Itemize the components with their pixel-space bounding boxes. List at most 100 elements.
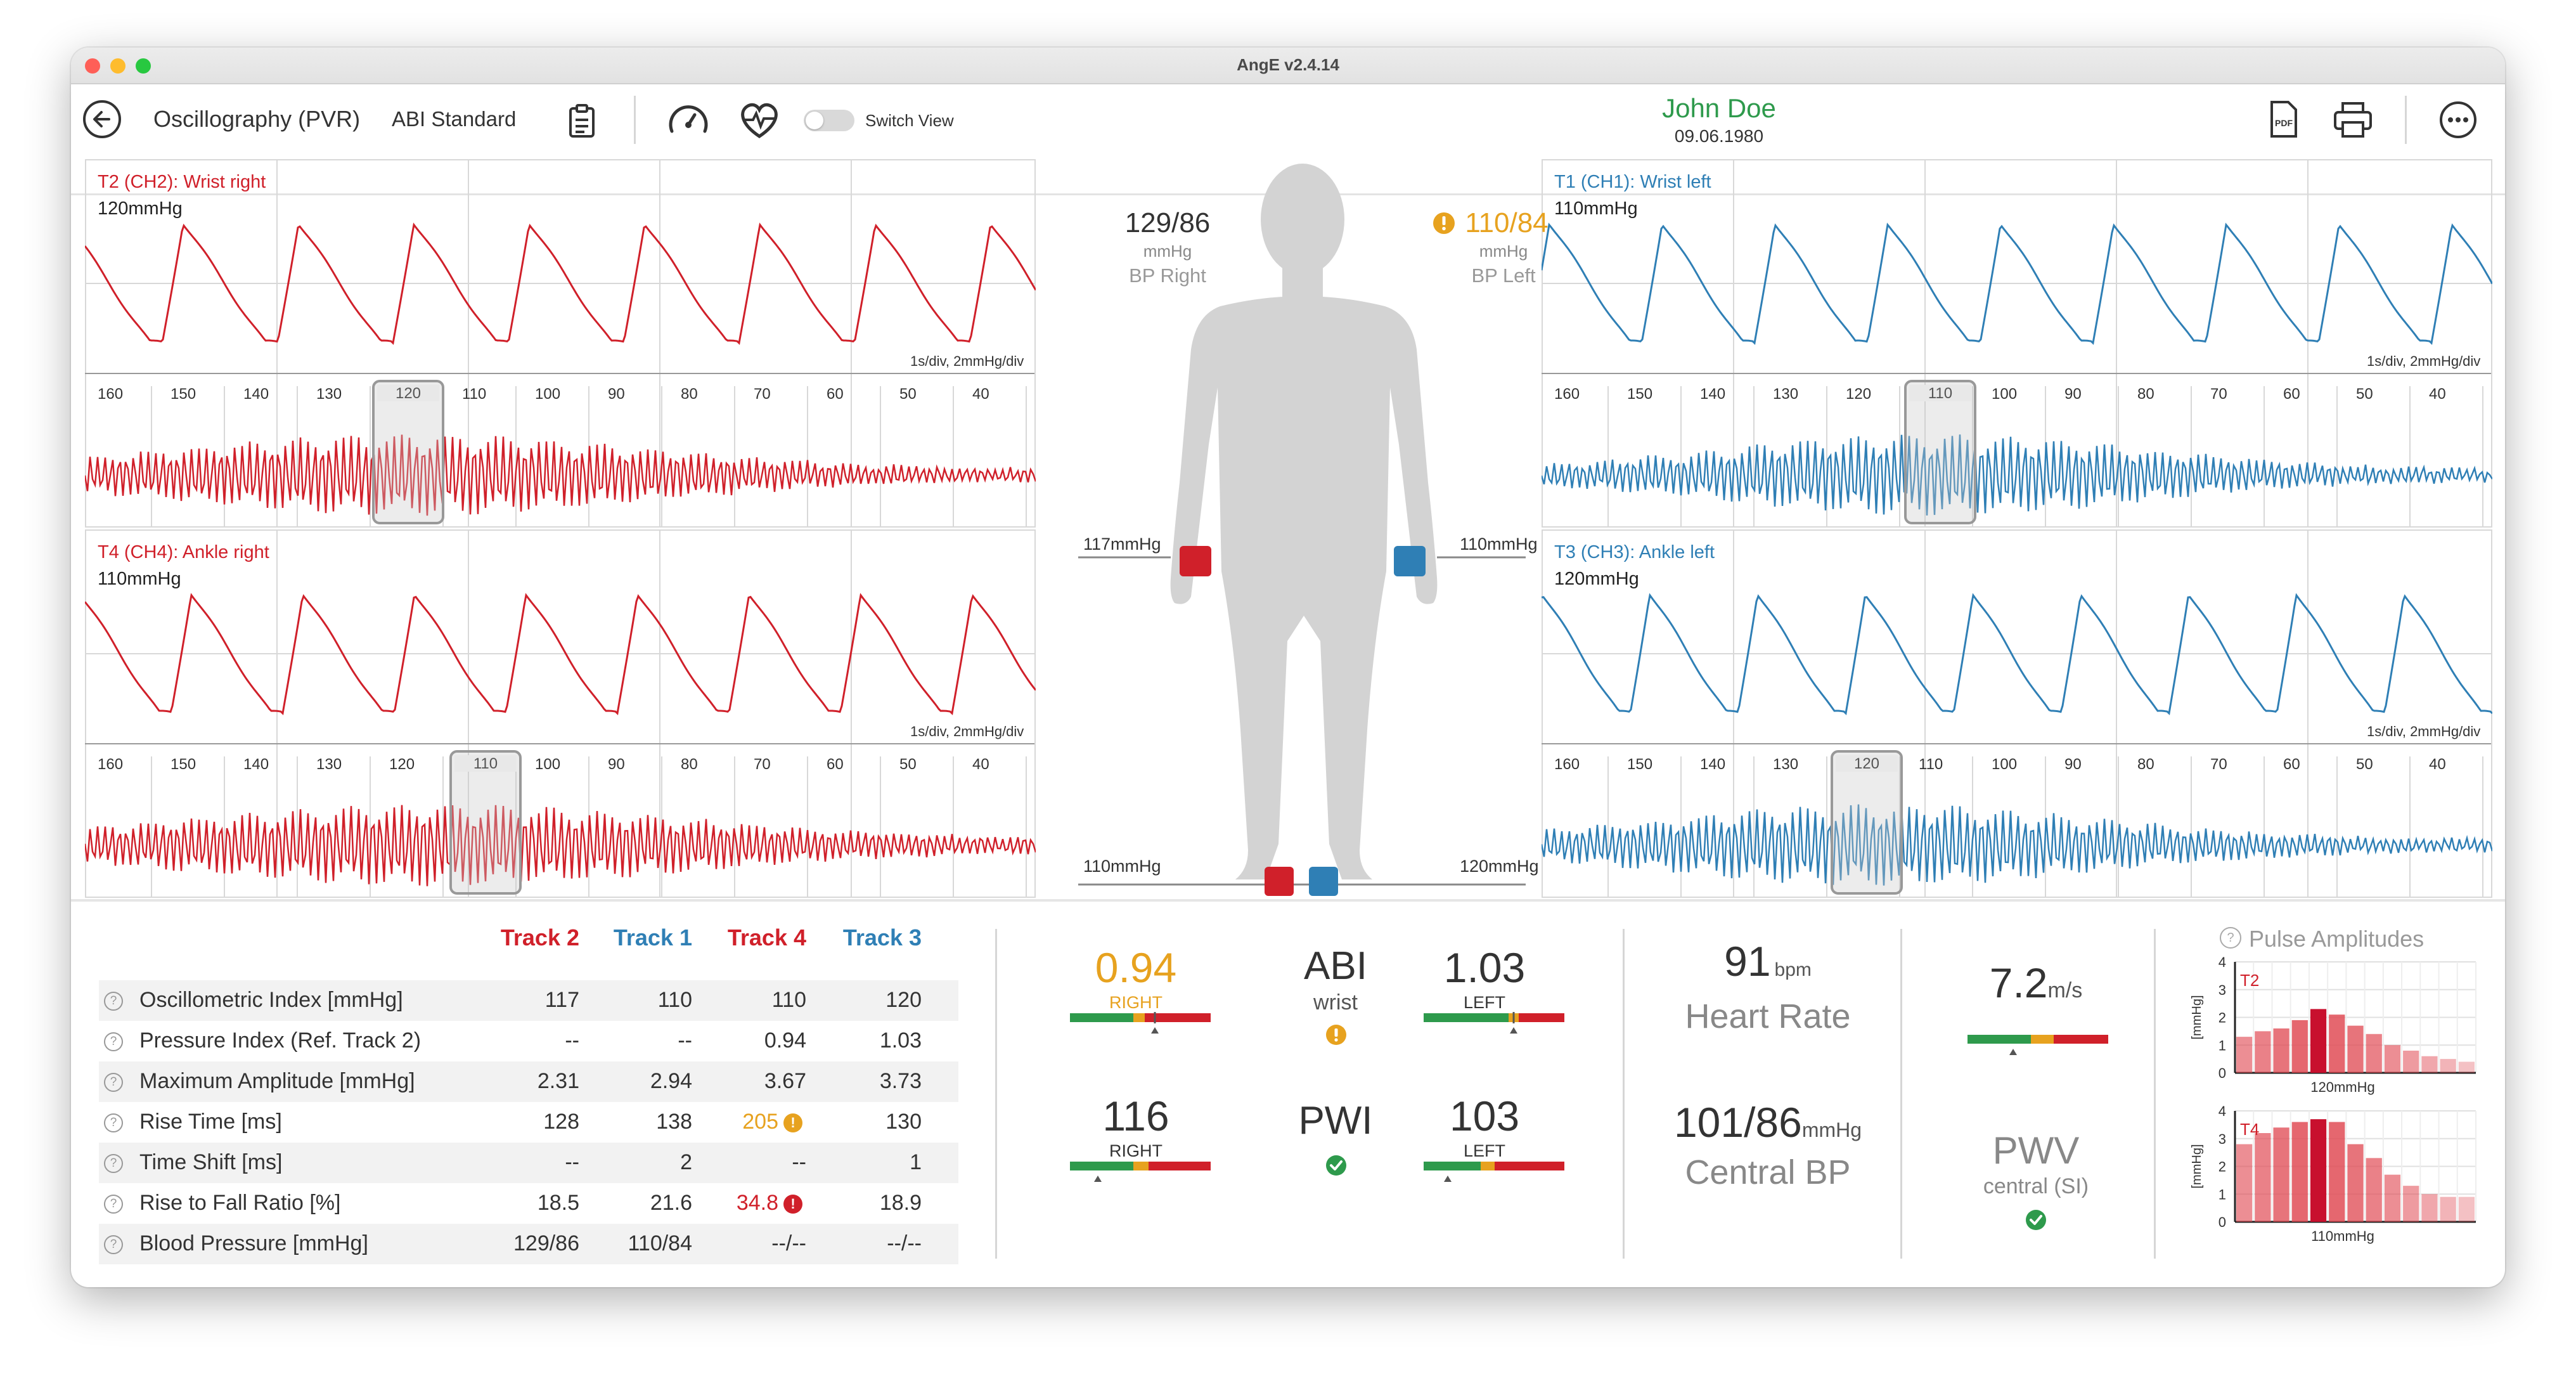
pressure-tick-label: 150 xyxy=(1627,386,1652,403)
selected-pressure-label: 120 xyxy=(1854,755,1879,772)
table-row-label: Rise to Fall Ratio [%] xyxy=(139,1191,341,1215)
pressure-tick-label: 140 xyxy=(243,756,269,773)
bp-left-unit: mmHg xyxy=(1479,242,1528,261)
speedometer-icon[interactable] xyxy=(666,100,711,140)
amplitude-bar xyxy=(2458,1061,2475,1073)
table-row-label: Blood Pressure [mmHg] xyxy=(139,1231,368,1255)
table-cell: 0.94 xyxy=(764,1028,806,1053)
waveform-plot-t2[interactable]: 160150140130120110100908070605040120 xyxy=(85,159,1036,530)
more-options-icon[interactable] xyxy=(2438,100,2478,140)
amplitude-bar xyxy=(2273,1028,2289,1073)
table-row-label: Pressure Index (Ref. Track 2) xyxy=(139,1028,422,1053)
table-cell: 205 xyxy=(742,1110,778,1134)
amplitude-bar xyxy=(2458,1196,2475,1222)
help-icon[interactable]: ? xyxy=(104,1235,123,1254)
mode-label[interactable]: Oscillography (PVR) xyxy=(153,106,361,132)
help-icon[interactable]: ? xyxy=(104,1113,123,1132)
amplitude-y-tick: 2 xyxy=(2219,1159,2226,1175)
help-icon[interactable]: ? xyxy=(104,1154,123,1173)
pressure-tick-label: 160 xyxy=(98,756,123,773)
waveform-panel-t3[interactable]: 160150140130120110100908070605040120 T3 … xyxy=(1542,529,2492,900)
pressure-tick-label: 80 xyxy=(2137,756,2154,773)
oscillogram-line xyxy=(85,805,1036,886)
amplitude-caption: 120mmHg xyxy=(2310,1079,2374,1095)
table-cell: 128 xyxy=(543,1110,579,1134)
panel-pressure-t3: 120mmHg xyxy=(1554,569,1639,589)
pressure-tick-label: 70 xyxy=(2210,756,2227,773)
switch-view-toggle[interactable] xyxy=(804,110,854,131)
table-cell: --/-- xyxy=(887,1231,922,1255)
title-bar: AngE v2.4.14 xyxy=(71,48,2505,84)
minimize-window-button[interactable] xyxy=(110,58,126,74)
table-cell: 117 xyxy=(544,988,579,1012)
pwv-check-icon xyxy=(2026,1210,2046,1230)
pressure-tick-label: 40 xyxy=(972,386,989,403)
amplitude-bar xyxy=(2273,1127,2289,1222)
amplitude-series-label: T4 xyxy=(2240,1120,2259,1139)
amplitude-bar xyxy=(2366,1158,2382,1222)
cuff-wrist-left[interactable] xyxy=(1394,546,1426,576)
amplitude-axis-unit: [mmHg] xyxy=(2190,1144,2204,1189)
amplitude-bar xyxy=(2291,1020,2308,1073)
panel-pressure-t4: 110mmHg xyxy=(98,569,181,589)
help-icon[interactable]: ? xyxy=(104,1073,123,1092)
protocol-label[interactable]: ABI Standard xyxy=(392,107,517,131)
heart-rate-readout: 91 bpm xyxy=(1625,937,1910,985)
waveform-plot-t4[interactable]: 160150140130120110100908070605040110 xyxy=(85,529,1036,900)
pwv-gauge xyxy=(1967,1035,2108,1055)
pulse-amplitudes-chart: 4 3 2 1 0 [mmHg] T2 120mmHg 4 3 2 1 0 [mmHg] T4 110mmHg xyxy=(2190,954,2476,1244)
abi-warning-icon xyxy=(1326,1025,1346,1045)
close-window-button[interactable] xyxy=(85,58,100,74)
patient-dob: 09.06.1980 xyxy=(1674,126,1764,146)
central-bp-value: 101/86 xyxy=(1673,1099,1802,1146)
table-cell: 130 xyxy=(886,1110,922,1134)
results-table: Track 2 Track 1 Track 4 Track 3 ? Oscillo… xyxy=(71,902,977,1282)
amplitude-bar xyxy=(2440,1059,2456,1073)
table-row-label: Time Shift [ms] xyxy=(139,1150,283,1174)
table-row: ? Blood Pressure [mmHg] 129/86 110/84 --/-- -… xyxy=(99,1224,958,1264)
amplitude-y-tick: 3 xyxy=(2219,1131,2226,1147)
abi-right-label: RIGHT xyxy=(1109,993,1162,1012)
help-icon[interactable]: ? xyxy=(104,992,123,1011)
help-icon[interactable]: ? xyxy=(104,1195,123,1214)
pwi-left-label: LEFT xyxy=(1463,1141,1505,1160)
waveform-panel-t1[interactable]: 160150140130120110100908070605040110 T1 … xyxy=(1542,159,2492,530)
pressure-tick-label: 70 xyxy=(2210,386,2227,403)
abi-left-label: LEFT xyxy=(1463,993,1505,1012)
pulse-amplitudes-help-icon[interactable]: ? xyxy=(2220,927,2241,949)
cuff-ankle-left[interactable] xyxy=(1309,867,1338,896)
waveform-plot-t1[interactable]: 160150140130120110100908070605040110 xyxy=(1542,159,2492,530)
zoom-window-button[interactable] xyxy=(136,58,151,74)
amplitude-y-tick: 0 xyxy=(2219,1214,2226,1230)
help-icon[interactable]: ? xyxy=(104,1032,123,1051)
cuff-wrist-right-pressure: 117mmHg xyxy=(1083,535,1161,554)
scale-note-t3: 1s/div, 2mmHg/div xyxy=(2367,723,2481,739)
pressure-tick-label: 130 xyxy=(316,386,342,403)
vitals-panel: 91 bpm Heart Rate 101/86mmHg Central BP xyxy=(1625,902,1910,1282)
cuff-wrist-right[interactable] xyxy=(1180,546,1211,576)
pressure-tick-label: 90 xyxy=(608,756,625,773)
cuff-ankle-right[interactable] xyxy=(1265,867,1294,896)
heart-rate-unit: bpm xyxy=(1774,959,1812,980)
table-cell: 110 xyxy=(657,988,692,1012)
waveform-panel-t4[interactable]: 160150140130120110100908070605040110 T4 … xyxy=(85,529,1036,900)
table-header-track3: Track 3 xyxy=(842,924,922,950)
table-row: ? Time Shift [ms] -- 2 -- 1 xyxy=(99,1143,958,1183)
pwv-unit: m/s xyxy=(2047,978,2083,1002)
heart-pulse-icon[interactable] xyxy=(737,100,782,140)
print-icon[interactable] xyxy=(2333,101,2373,139)
table-row-label: Oscillometric Index [mmHg] xyxy=(139,988,403,1012)
abi-right-gauge xyxy=(1070,1012,1211,1034)
waveform-plot-t3[interactable]: 160150140130120110100908070605040120 xyxy=(1542,529,2492,900)
pressure-tick-label: 160 xyxy=(1554,756,1580,773)
pressure-tick-label: 60 xyxy=(2283,756,2300,773)
table-cell: 120 xyxy=(886,988,922,1012)
pdf-export-icon[interactable]: PDF xyxy=(2268,100,2300,139)
pressure-tick-label: 50 xyxy=(2356,386,2373,403)
back-arrow-icon[interactable] xyxy=(81,98,123,140)
pressure-tick-label: 50 xyxy=(2356,756,2373,773)
table-cell: 18.5 xyxy=(537,1191,579,1215)
waveform-panel-t2[interactable]: 160150140130120110100908070605040120 T2 … xyxy=(85,159,1036,530)
pressure-tick-label: 90 xyxy=(2064,756,2082,773)
clipboard-icon[interactable] xyxy=(567,103,597,139)
